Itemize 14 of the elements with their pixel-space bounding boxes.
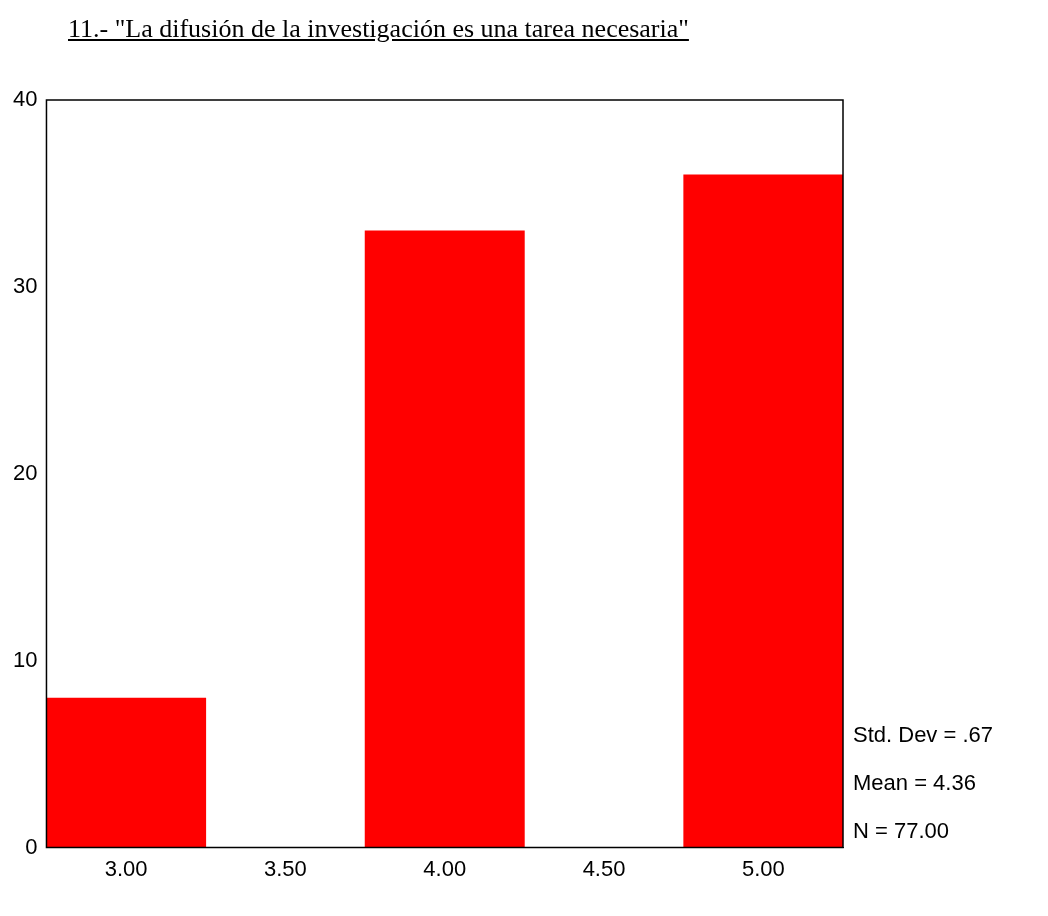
y-tick-label: 30	[12, 272, 38, 298]
text: N = 77.00	[853, 817, 950, 843]
x-tick-label: 4.50	[582, 855, 626, 881]
chart-title: 11.- "La difusión de la investigación es una tarea necesaria"	[68, 14, 689, 44]
x-tick-label: 5.00	[741, 855, 785, 881]
x-tick-label: 3.50	[264, 855, 307, 881]
text: Std. Dev = .67	[853, 721, 994, 747]
y-tick-label: 40	[12, 86, 38, 112]
text: Mean = 4.36	[853, 769, 976, 795]
x-tick-label: 4.00	[423, 855, 467, 881]
y-tick-label: 10	[12, 646, 38, 672]
y-tick-label: 0	[25, 833, 38, 859]
x-tick-label: 3.00	[104, 855, 148, 881]
y-tick-label: 20	[12, 459, 38, 485]
